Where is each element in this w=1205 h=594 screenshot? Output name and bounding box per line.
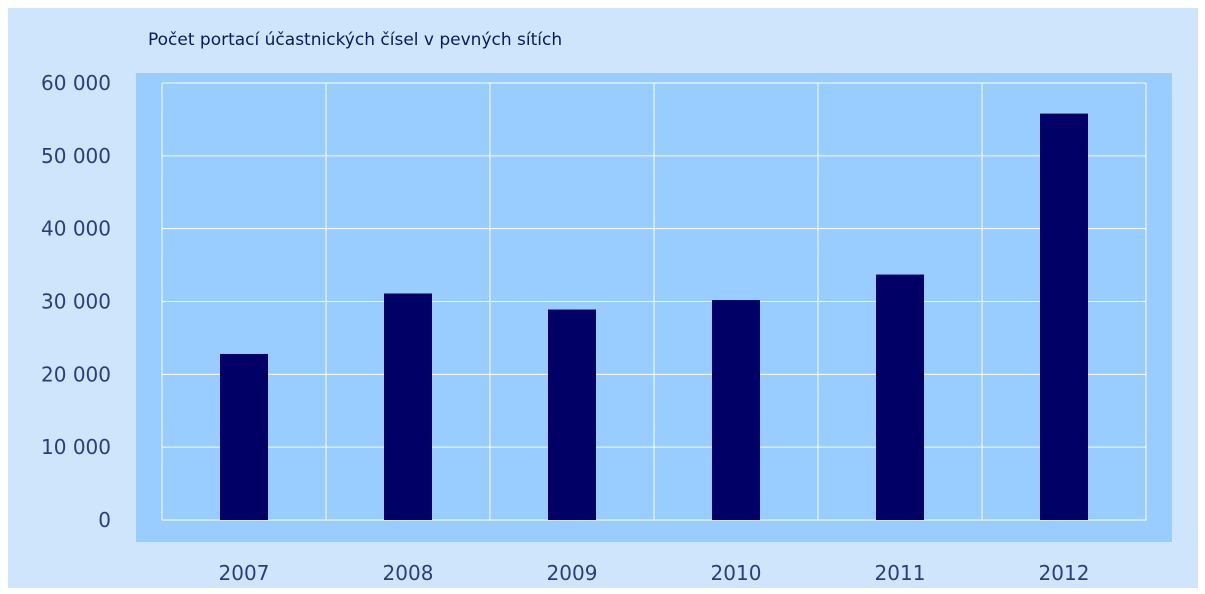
chart-title: Počet portací účastnických čísel v pevný… [148, 30, 563, 50]
bar-2009 [548, 309, 596, 520]
y-tick-label: 20 000 [41, 362, 111, 386]
x-tick-label: 2009 [547, 561, 598, 585]
x-tick-label: 2010 [711, 561, 762, 585]
x-tick-label: 2008 [383, 561, 434, 585]
bar-chart: 0 10 000 20 000 30 000 40 000 50 000 60 000 20… [41, 71, 1172, 585]
y-tick-label: 10 000 [41, 435, 111, 459]
x-axis-ticks: 2007 2008 2009 2010 2011 2012 [219, 561, 1090, 585]
x-tick-label: 2011 [875, 561, 926, 585]
y-tick-label: 60 000 [41, 71, 111, 95]
bar-2007 [220, 353, 268, 520]
bar-2008 [384, 293, 432, 520]
bar-2011 [876, 274, 924, 520]
chart-frame: Počet portací účastnických čísel v pevný… [8, 8, 1198, 588]
x-tick-label: 2007 [219, 561, 270, 585]
y-axis-ticks: 0 10 000 20 000 30 000 40 000 50 000 60 000 [41, 71, 111, 532]
bars [220, 113, 1088, 520]
y-tick-label: 0 [98, 508, 111, 532]
y-tick-label: 40 000 [41, 217, 111, 241]
y-tick-label: 30 000 [41, 290, 111, 314]
gridlines [161, 82, 1147, 521]
x-tick-label: 2012 [1039, 561, 1090, 585]
bar-2012 [1040, 113, 1088, 520]
y-tick-label: 50 000 [41, 144, 111, 168]
bar-2010 [712, 300, 760, 520]
